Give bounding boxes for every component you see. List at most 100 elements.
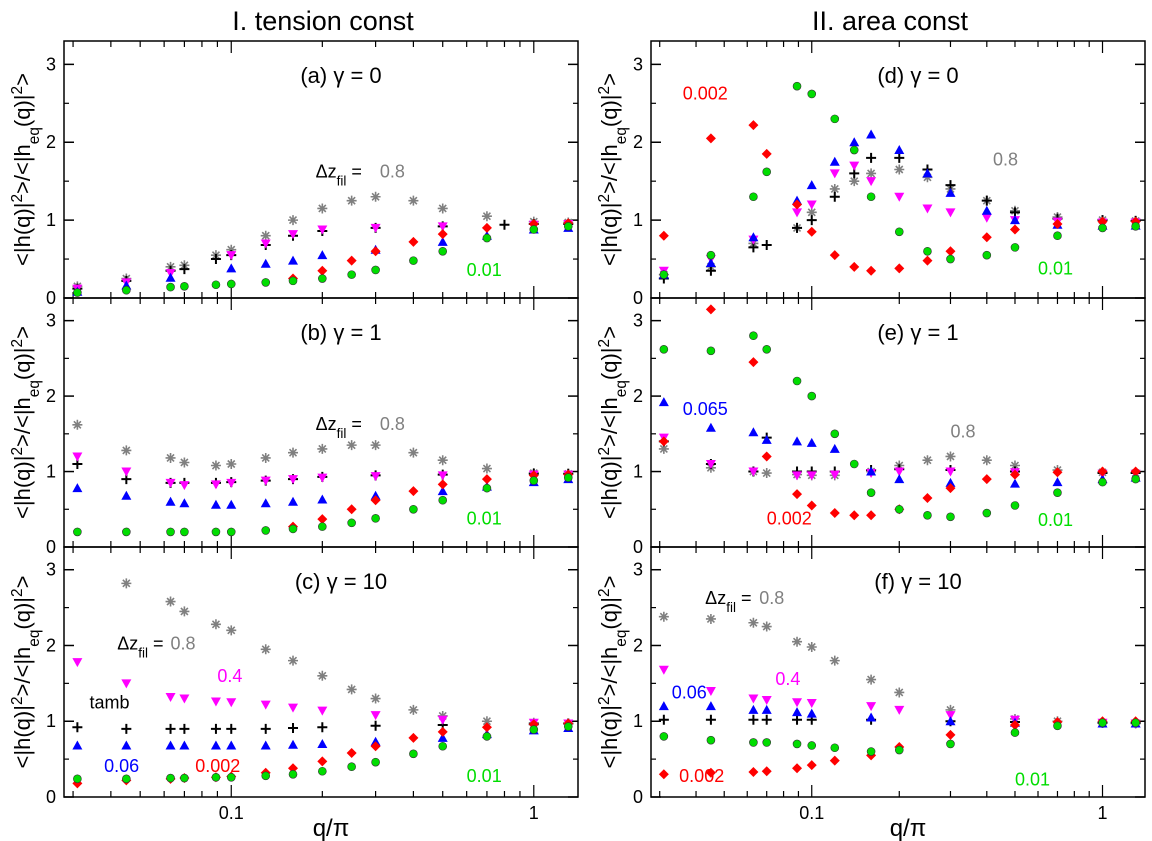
data-point-green xyxy=(706,735,716,745)
data-point-magenta xyxy=(658,665,669,675)
x-tick-label: 0.1 xyxy=(799,803,824,823)
data-point-green xyxy=(982,250,992,260)
data-point-magenta xyxy=(288,475,299,485)
data-point-magenta xyxy=(226,478,237,488)
data-point-black xyxy=(705,265,716,276)
panel-label: (b) γ = 1 xyxy=(300,320,381,345)
data-point-gray xyxy=(260,644,271,655)
data-point-gray xyxy=(317,670,328,681)
data-point-green xyxy=(288,769,298,779)
data-point-green xyxy=(438,495,448,505)
data-point-magenta xyxy=(260,476,271,486)
data-point-gray xyxy=(408,447,419,458)
data-point-black xyxy=(226,723,237,734)
data-point-magenta xyxy=(226,251,237,261)
data-point-blue xyxy=(179,498,190,508)
data-point-green xyxy=(659,732,669,741)
data-point-black xyxy=(121,723,132,734)
data-point-black xyxy=(165,723,176,734)
data-point-black xyxy=(792,222,803,233)
data-point-red xyxy=(317,756,328,767)
data-point-green xyxy=(894,227,904,237)
data-point-gray xyxy=(165,452,176,463)
data-point-gray xyxy=(806,207,817,218)
data-point-blue xyxy=(849,137,860,147)
y-tick-label: 1 xyxy=(633,210,643,230)
data-point-red xyxy=(792,489,803,500)
data-point-red xyxy=(922,492,933,503)
data-point-red xyxy=(806,500,817,511)
data-point-black xyxy=(72,722,83,733)
data-point-gray xyxy=(179,457,190,468)
data-point-blue xyxy=(658,397,669,407)
data-point-gray xyxy=(866,168,877,179)
data-point-green xyxy=(1053,231,1062,240)
data-point-gray xyxy=(829,655,840,666)
data-point-green xyxy=(409,504,418,514)
data-points xyxy=(72,191,574,297)
data-point-green xyxy=(211,280,221,290)
y-tick-label: 0 xyxy=(633,787,643,807)
data-point-green xyxy=(749,738,758,747)
data-point-gray xyxy=(210,619,221,630)
data-point-blue xyxy=(1009,215,1020,225)
data-point-green xyxy=(563,222,573,231)
data-point-gray xyxy=(288,215,299,226)
data-point-green xyxy=(659,345,669,354)
data-point-blue xyxy=(317,738,328,748)
data-point-blue xyxy=(72,740,83,750)
data-point-gray xyxy=(945,451,956,462)
y-tick-label: 1 xyxy=(633,462,643,482)
data-point-green xyxy=(1131,718,1140,728)
data-point-magenta xyxy=(866,177,877,187)
y-tick-label: 3 xyxy=(46,311,56,331)
annotation-label: 0.002 xyxy=(767,508,812,528)
data-point-green xyxy=(1098,223,1107,233)
panel-2: 0 1 2 3 0.1 1 q/π <|h(q)|2>/<|heq(q)|2> (c) γ = … xyxy=(9,546,579,841)
y-tick-label: 2 xyxy=(633,635,643,655)
annotation-label: 0.01 xyxy=(467,260,502,280)
data-point-red xyxy=(748,120,759,131)
data-point-red xyxy=(437,229,448,240)
annotation-label: 0.8 xyxy=(993,150,1018,170)
data-point-gray xyxy=(346,684,357,695)
data-point-black xyxy=(317,722,328,733)
y-tick-label: 2 xyxy=(633,386,643,406)
data-point-gray xyxy=(260,452,271,463)
data-point-blue xyxy=(370,490,381,500)
x-axis-label: q/π xyxy=(313,815,350,841)
plot-frame xyxy=(63,546,579,798)
data-point-blue xyxy=(179,740,190,750)
data-point-blue xyxy=(210,499,221,509)
y-tick-label: 2 xyxy=(46,132,56,152)
data-point-red xyxy=(370,495,381,506)
data-point-green xyxy=(226,279,236,289)
data-point-blue xyxy=(748,427,759,437)
annotation-label: 0.8 xyxy=(950,422,975,442)
data-point-red xyxy=(1130,466,1141,477)
data-point-blue xyxy=(705,422,716,432)
data-point-magenta xyxy=(210,480,221,490)
data-point-green xyxy=(762,345,772,354)
data-point-magenta xyxy=(945,467,956,477)
data-point-magenta xyxy=(317,225,328,235)
data-point-magenta xyxy=(165,478,176,488)
data-point-gray xyxy=(121,445,132,456)
annotation-label: Δzfil = xyxy=(705,588,751,615)
data-point-green xyxy=(866,747,876,756)
data-point-magenta xyxy=(806,699,817,709)
data-point-green xyxy=(347,270,356,279)
data-point-green xyxy=(807,89,817,99)
data-point-black xyxy=(748,714,759,725)
data-point-green xyxy=(1053,721,1062,731)
data-point-red xyxy=(1097,466,1108,477)
data-point-blue xyxy=(226,740,237,750)
data-point-magenta xyxy=(748,467,759,477)
data-point-green xyxy=(261,771,271,781)
data-point-green xyxy=(830,743,840,753)
data-point-green xyxy=(211,527,221,537)
annotation-label: Δzfil = xyxy=(316,414,362,441)
data-point-blue xyxy=(792,707,803,717)
data-point-green xyxy=(73,288,82,297)
